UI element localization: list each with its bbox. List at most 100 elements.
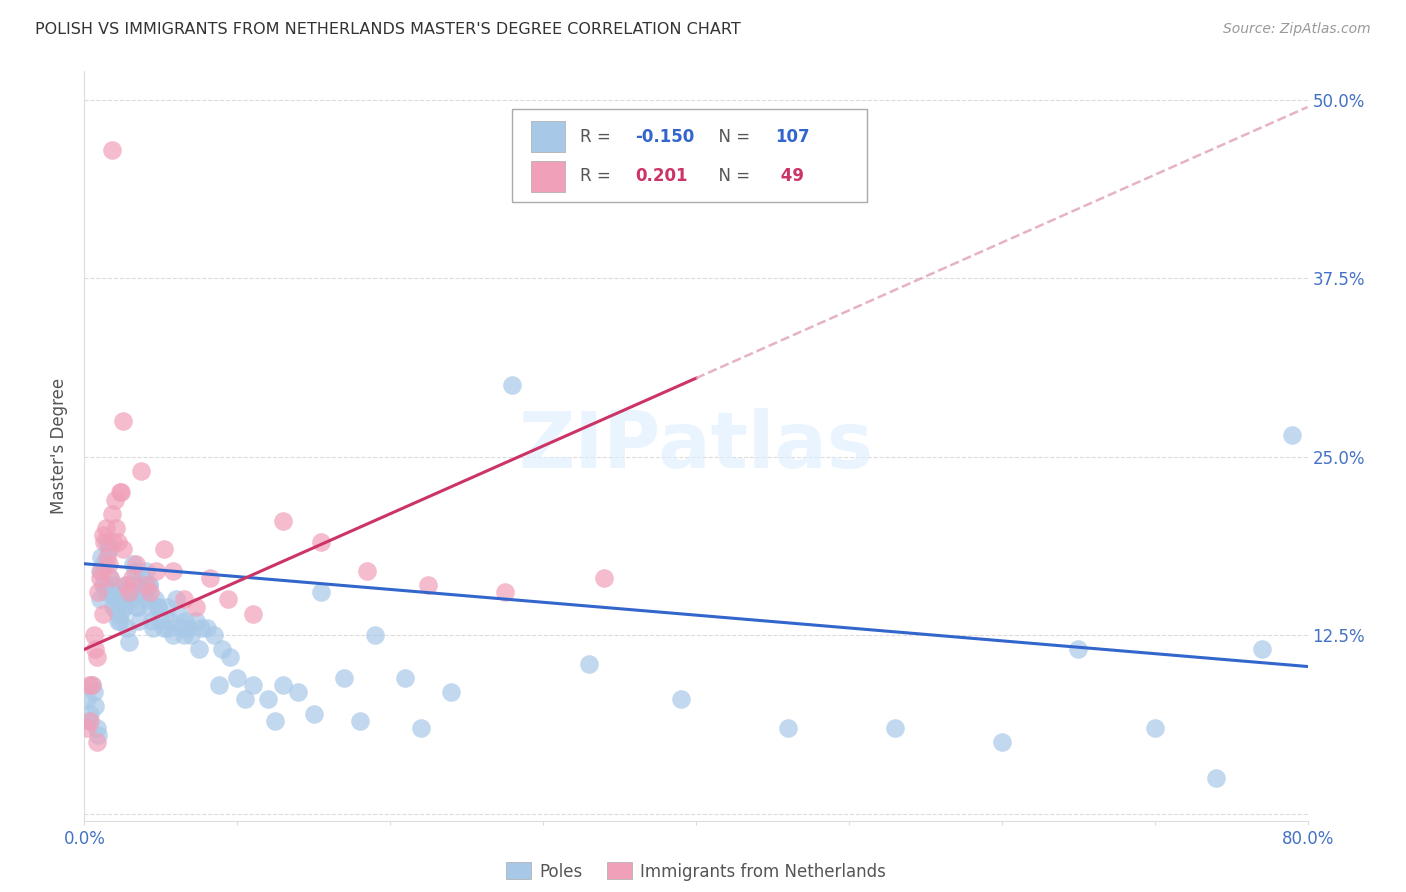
Point [93,535,115,549]
Text: 49: 49 [776,168,804,186]
Point [139,599,162,614]
Point [177,621,200,635]
Point [271,678,294,692]
Point [91,528,114,542]
Point [77,714,100,728]
Point [149,614,172,628]
FancyBboxPatch shape [531,161,565,192]
Point [242,607,264,621]
Point [131,585,153,599]
Point [112,599,135,614]
Point [184,599,207,614]
Point [141,614,163,628]
Point [86,721,108,735]
Point [120,585,142,599]
Point [174,614,197,628]
Point [87,728,110,742]
Point [105,592,128,607]
Text: R =: R = [579,128,616,145]
Point [364,628,387,642]
Point [90,549,112,564]
Point [104,599,127,614]
Point [118,635,141,649]
Point [94,521,117,535]
Point [108,614,131,628]
Text: R =: R = [579,168,621,186]
Point [202,628,225,642]
Point [139,585,162,599]
Point [356,564,378,578]
Point [121,578,143,592]
Point [83,685,105,699]
Point [87,585,110,599]
Point [190,621,212,635]
Point [91,607,114,621]
Point [107,535,129,549]
Point [111,414,134,428]
Point [157,621,180,635]
Point [98,571,121,585]
Point [135,578,157,592]
Point [173,628,195,642]
Point [98,571,121,585]
Text: 107: 107 [776,128,810,145]
Point [118,585,141,599]
Point [103,535,125,549]
Point [146,599,169,614]
Point [125,599,148,614]
Point [83,628,105,642]
Text: ZIPatlas: ZIPatlas [519,408,873,484]
Point [257,692,280,706]
Point [112,592,135,607]
Point [135,564,157,578]
Point [121,571,143,585]
Point [96,549,118,564]
Point [120,592,142,607]
Text: 0.201: 0.201 [636,168,688,186]
Point [89,571,111,585]
Point [101,585,124,599]
Point [264,714,287,728]
Point [114,578,136,592]
Point [142,621,165,635]
Point [128,614,150,628]
Text: N =: N = [709,128,755,145]
Point [77,678,100,692]
Point [494,585,516,599]
Point [132,585,155,599]
Point [188,642,211,657]
Point [80,678,103,692]
Point [76,721,98,735]
Point [208,678,231,692]
Point [1067,642,1090,657]
Point [172,621,194,635]
Point [418,578,440,592]
Point [107,614,129,628]
Point [173,592,195,607]
Point [94,585,117,599]
Point [107,607,129,621]
Point [104,578,127,592]
Point [180,628,202,642]
Point [111,592,134,607]
Point [138,578,160,592]
Point [1143,721,1166,735]
Point [218,649,240,664]
Point [84,642,107,657]
Text: -0.150: -0.150 [636,128,695,145]
Point [349,714,371,728]
Point [80,678,103,692]
Point [991,735,1014,749]
Point [125,557,148,571]
Point [233,692,256,706]
Point [1281,428,1303,442]
Text: POLISH VS IMMIGRANTS FROM NETHERLANDS MASTER'S DEGREE CORRELATION CHART: POLISH VS IMMIGRANTS FROM NETHERLANDS MA… [35,22,741,37]
Point [165,592,187,607]
Point [242,678,264,692]
Point [122,557,145,571]
Point [110,585,132,599]
Point [162,564,184,578]
Point [131,571,153,585]
Point [111,542,134,557]
Point [1205,771,1227,785]
